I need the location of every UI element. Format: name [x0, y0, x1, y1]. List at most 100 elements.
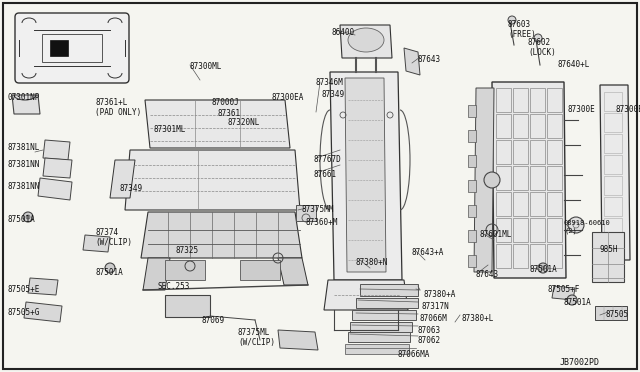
Text: 87375MM: 87375MM: [302, 205, 334, 214]
Circle shape: [568, 217, 584, 233]
Bar: [468, 155, 476, 167]
Bar: [592, 232, 624, 282]
Text: 87000J: 87000J: [212, 98, 240, 107]
Bar: [604, 176, 622, 195]
Polygon shape: [278, 330, 318, 350]
Polygon shape: [330, 72, 402, 280]
Polygon shape: [43, 140, 70, 160]
Bar: [547, 166, 562, 190]
Text: 87360+M: 87360+M: [306, 218, 339, 227]
Text: 87300ML: 87300ML: [190, 62, 222, 71]
Bar: [530, 88, 545, 112]
Bar: [348, 332, 410, 342]
Text: 87066M: 87066M: [420, 314, 448, 323]
Bar: [595, 306, 627, 320]
Text: 87501A: 87501A: [564, 298, 592, 307]
Bar: [547, 114, 562, 138]
Polygon shape: [340, 25, 392, 58]
Text: 87505+E: 87505+E: [8, 285, 40, 294]
Bar: [496, 192, 511, 216]
Bar: [604, 134, 622, 153]
Text: 87501A: 87501A: [530, 265, 557, 274]
Bar: [530, 114, 545, 138]
Text: 87375ML
(W/CLIP): 87375ML (W/CLIP): [238, 328, 275, 347]
Bar: [496, 140, 511, 164]
Polygon shape: [324, 280, 408, 310]
Bar: [513, 192, 528, 216]
Bar: [513, 244, 528, 268]
Text: 87301ML: 87301ML: [154, 125, 186, 134]
Bar: [547, 88, 562, 112]
Bar: [604, 239, 622, 258]
Polygon shape: [600, 85, 630, 260]
Text: 08918-60610
(2): 08918-60610 (2): [564, 220, 611, 234]
Text: 87501A: 87501A: [8, 215, 36, 224]
Polygon shape: [552, 286, 575, 300]
Polygon shape: [492, 82, 566, 278]
Text: 87361+L
(PAD ONLY): 87361+L (PAD ONLY): [95, 98, 141, 118]
Bar: [604, 218, 622, 237]
Bar: [513, 88, 528, 112]
Circle shape: [484, 172, 500, 188]
Bar: [296, 205, 316, 221]
Text: 87300EA: 87300EA: [272, 93, 305, 102]
Text: 87381NN: 87381NN: [8, 160, 40, 169]
Circle shape: [534, 34, 542, 42]
Bar: [50, 40, 68, 56]
Bar: [530, 218, 545, 242]
Text: 87381NN: 87381NN: [8, 182, 40, 191]
Text: 87643: 87643: [476, 270, 499, 279]
Polygon shape: [143, 258, 170, 290]
Text: 87317N: 87317N: [422, 302, 450, 311]
Text: 985H: 985H: [599, 245, 618, 254]
Polygon shape: [110, 160, 135, 198]
Polygon shape: [43, 158, 72, 178]
Text: 87505+G: 87505+G: [8, 308, 40, 317]
Bar: [468, 205, 476, 217]
Bar: [468, 180, 476, 192]
Bar: [468, 230, 476, 242]
Text: 87069: 87069: [202, 316, 225, 325]
Text: 87505+F: 87505+F: [548, 285, 580, 294]
Bar: [496, 244, 511, 268]
Polygon shape: [83, 235, 110, 252]
Bar: [468, 105, 476, 117]
Text: 87066MA: 87066MA: [398, 350, 430, 359]
Text: 87381NL: 87381NL: [8, 143, 40, 152]
Ellipse shape: [348, 28, 384, 52]
Bar: [468, 255, 476, 267]
Text: 87320NL: 87320NL: [228, 118, 260, 127]
Text: 87300E: 87300E: [568, 105, 596, 114]
Polygon shape: [24, 302, 62, 322]
Text: 87380+L: 87380+L: [462, 314, 494, 323]
Circle shape: [538, 263, 548, 273]
Bar: [547, 140, 562, 164]
Bar: [513, 114, 528, 138]
Bar: [513, 218, 528, 242]
Bar: [604, 113, 622, 132]
Bar: [530, 192, 545, 216]
Polygon shape: [474, 88, 494, 272]
Bar: [165, 295, 210, 317]
Bar: [496, 166, 511, 190]
Bar: [530, 140, 545, 164]
Bar: [513, 166, 528, 190]
Text: 87300E: 87300E: [615, 105, 640, 114]
Bar: [360, 284, 418, 296]
Polygon shape: [278, 258, 308, 285]
Circle shape: [541, 266, 545, 270]
Text: 87380+A: 87380+A: [424, 290, 456, 299]
Text: 87346M: 87346M: [315, 78, 343, 87]
Bar: [165, 260, 205, 280]
Text: 87349: 87349: [120, 184, 143, 193]
Text: SEC.253: SEC.253: [158, 282, 190, 291]
Bar: [530, 244, 545, 268]
Bar: [468, 130, 476, 142]
Text: 87602
(LOCK): 87602 (LOCK): [528, 38, 556, 57]
Text: 87062: 87062: [418, 336, 441, 345]
Circle shape: [508, 16, 516, 24]
Bar: [604, 155, 622, 174]
Circle shape: [23, 212, 33, 222]
Text: 87380+N: 87380+N: [356, 258, 388, 267]
Bar: [496, 114, 511, 138]
